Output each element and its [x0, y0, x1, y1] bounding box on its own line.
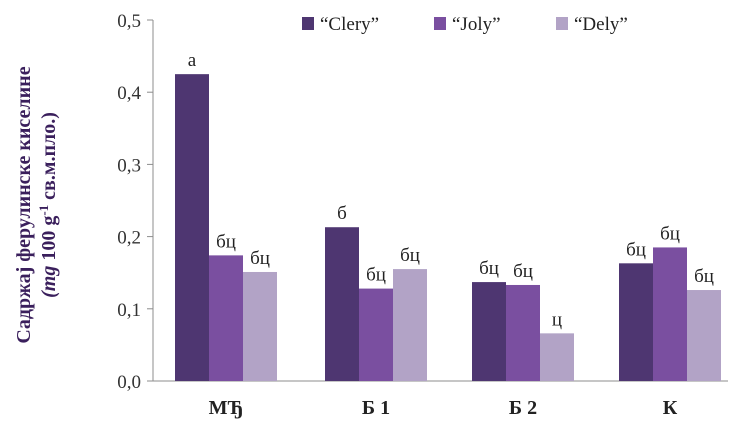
y-tick-label: 0,3	[117, 155, 141, 176]
bar-3-1	[243, 271, 277, 381]
bar-3-3	[540, 333, 574, 381]
bar-label: б	[337, 203, 347, 224]
bar-1-4	[619, 263, 653, 381]
category-label: К	[663, 397, 678, 419]
bar-3-4	[687, 290, 721, 381]
bars	[175, 74, 721, 382]
y-tick-labels: 0,0 0,1 0,2 0,3 0,4 0,5	[117, 11, 141, 393]
legend-swatch	[434, 17, 446, 30]
bar-label: бц	[366, 265, 386, 286]
y-tick-label: 0,5	[117, 11, 141, 32]
bar-label: бц	[400, 245, 420, 266]
bar-1-2	[325, 227, 359, 381]
y-tick-label: 0,2	[117, 228, 141, 249]
y-axis-label-unit-g: 100 g	[38, 216, 60, 266]
bar-1-1	[175, 74, 209, 382]
legend-entry: “Joly”	[452, 14, 501, 35]
bar-label: бц	[694, 266, 714, 287]
legend-entry: “Clery”	[320, 14, 379, 35]
category-label: Б 1	[362, 397, 390, 419]
y-axis-label-unit-mg: (mg	[38, 266, 60, 298]
bar-label: бц	[660, 223, 680, 244]
y-axis-label-line2: (mg 100 g-1 св.м.пло.)	[36, 112, 61, 298]
bar-2-4	[653, 247, 687, 381]
bar-2-1	[209, 255, 243, 381]
bar-1-3	[472, 282, 506, 381]
y-axis-label-unit-basis: св.м.пло.)	[38, 112, 60, 205]
y-tick-label: 0,0	[117, 372, 141, 393]
category-label: Б 2	[509, 397, 537, 419]
bar-label: бц	[626, 239, 646, 260]
bar-label: а	[188, 50, 197, 71]
category-label: МЂ	[209, 397, 244, 419]
bar-label: ц	[552, 309, 562, 330]
category-labels: МЂ Б 1 Б 2 К	[209, 397, 678, 419]
bar-2-2	[359, 288, 393, 381]
y-axis-label-line1: Садржај ферулинске киселине	[13, 66, 35, 343]
y-tick-label: 0,1	[117, 300, 141, 321]
legend-entry: “Dely”	[574, 14, 628, 35]
y-tick-label: 0,4	[117, 83, 141, 104]
y-axis-label-unit-exponent: -1	[36, 205, 51, 216]
legend-swatch	[556, 17, 568, 30]
bar-label: бц	[479, 258, 499, 279]
bar-label: бц	[513, 261, 533, 282]
y-axis-label: Садржај ферулинске киселине (mg 100 g-1 …	[13, 66, 60, 343]
bar-3-2	[393, 269, 427, 381]
bar-2-3	[506, 284, 540, 381]
legend: “Clery” “Joly” “Dely”	[302, 14, 628, 35]
bar-label: бц	[250, 248, 270, 269]
bar-label: бц	[216, 231, 236, 252]
legend-swatch	[302, 17, 314, 30]
